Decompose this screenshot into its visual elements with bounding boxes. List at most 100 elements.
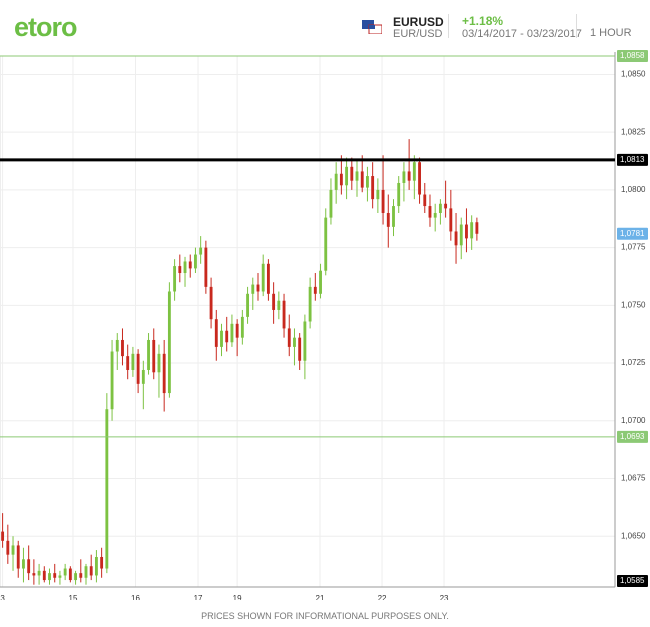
candle-body [329, 189, 333, 218]
divider [576, 14, 577, 38]
plot-area [0, 55, 616, 588]
candle-body [293, 337, 296, 347]
candle-body [397, 182, 401, 207]
candle-body [53, 573, 57, 578]
candle-body [204, 247, 208, 287]
candle-body [282, 300, 286, 329]
candle-body [230, 323, 234, 343]
candle-body [11, 545, 15, 555]
candle-body [214, 319, 218, 347]
candle-body [339, 173, 343, 186]
candle-body [334, 173, 338, 190]
candle-body [277, 300, 281, 310]
symbol: EURUSD [393, 15, 444, 29]
x-tick-label: 22 [378, 594, 387, 600]
candle-body [433, 212, 437, 218]
x-tick-label: 15 [69, 594, 78, 600]
x-tick-label: 19 [233, 594, 242, 600]
candle-body [32, 573, 36, 576]
y-tick-label: 1,0700 [621, 416, 646, 425]
candle-body [251, 284, 255, 294]
candle-body [199, 247, 203, 255]
candle-body [121, 339, 124, 357]
price-level-tag [617, 430, 648, 443]
candle-body [423, 194, 427, 207]
candle-body [84, 566, 88, 578]
x-tick-label: 3 [0, 594, 5, 600]
candle-body [167, 291, 171, 394]
candle-body [345, 166, 349, 186]
candle-body [256, 284, 260, 292]
flag-icon [362, 20, 382, 34]
price-level-label: 1,0813 [620, 155, 645, 164]
x-tick-label: 21 [316, 594, 325, 600]
candle-body [261, 263, 265, 292]
price-level-label: 1,0858 [620, 51, 645, 60]
candle-body [366, 176, 369, 188]
candle-body [22, 559, 25, 569]
candle-body [37, 570, 41, 576]
candle-body [162, 353, 166, 394]
candle-body [105, 409, 109, 569]
candle-body [381, 189, 385, 213]
candle-body [42, 570, 46, 581]
candle-body [157, 353, 161, 373]
x-tick-label: 16 [131, 594, 140, 600]
candle-body [360, 171, 364, 188]
candle-body [392, 206, 395, 227]
date-range: 03/14/2017 - 03/23/2017 [462, 28, 582, 40]
candle-body [454, 231, 458, 246]
candle-body [94, 556, 98, 576]
price-level-tag [617, 50, 648, 62]
candle-body [141, 369, 145, 384]
candle-body [100, 556, 104, 569]
price-level-label: 1,0693 [620, 432, 645, 441]
candle-body [272, 293, 276, 310]
disclaimer: PRICES SHOWN FOR INFORMATIONAL PURPOSES … [201, 611, 449, 621]
x-tick-label: 23 [440, 594, 449, 600]
candle-body [355, 171, 359, 181]
candle-body [147, 339, 150, 370]
price-level-tag [617, 227, 648, 240]
price-level-tag [617, 153, 648, 166]
logo: etoro [14, 12, 77, 42]
y-tick-label: 1,0675 [621, 474, 646, 483]
candle-body [324, 217, 328, 271]
candle-body [16, 545, 20, 569]
y-tick-label: 1,0800 [621, 185, 646, 194]
candle-body [418, 162, 421, 195]
candle-body [209, 286, 213, 320]
candle-body [428, 206, 432, 218]
candle-body [449, 208, 453, 232]
candle-body [173, 266, 177, 292]
candle-body [438, 203, 442, 213]
candle-body [152, 339, 156, 373]
candle-body [287, 328, 291, 347]
y-tick-label: 1,0650 [621, 531, 646, 540]
candle-body [376, 189, 380, 200]
price-level-label: 1,0781 [620, 229, 645, 238]
candle-body [465, 224, 468, 239]
candle-body [235, 323, 239, 338]
candle-body [266, 263, 270, 294]
candle-body [6, 540, 10, 555]
y-tick-label: 1,0775 [621, 243, 646, 252]
candle-body [74, 573, 78, 581]
candle-body [402, 171, 406, 183]
candle-body [58, 575, 62, 578]
candle-body [131, 353, 135, 370]
candle-body [27, 559, 31, 574]
candle-body [470, 222, 474, 239]
chart: 1,0650 1,0675 1,0700 1,0725 1,0750 1,0775 1,08… [0, 50, 648, 600]
candle-body [110, 351, 114, 410]
interval: 1 HOUR [590, 27, 632, 39]
candle-body [89, 566, 93, 576]
candle-body [298, 337, 302, 361]
candle-body [68, 568, 72, 581]
candle-body [412, 162, 416, 181]
candle-body [48, 573, 51, 581]
candle-body [475, 222, 479, 234]
candle-body [178, 266, 182, 274]
candle-body [319, 270, 322, 294]
candle-body [240, 316, 244, 338]
